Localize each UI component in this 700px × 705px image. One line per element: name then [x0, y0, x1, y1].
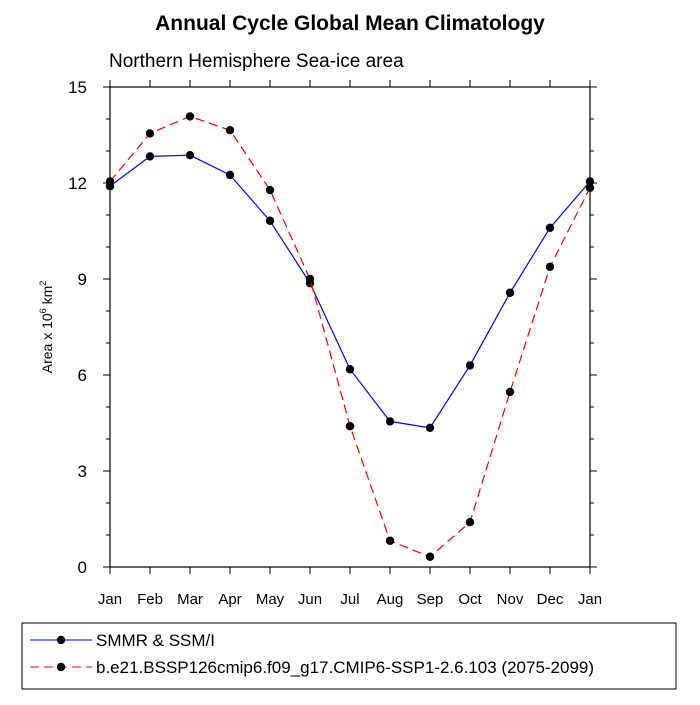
series-1-point [105, 177, 115, 186]
y-tick-label: 12 [68, 174, 87, 193]
series-1-point [305, 274, 315, 284]
legend-label-smmr: SMMR & SSM/I [96, 631, 215, 650]
x-tick-label: Aug [377, 591, 404, 608]
series-0-point [425, 423, 435, 432]
series-0-point [345, 365, 355, 374]
series-1-point [425, 552, 435, 561]
plot-frame [109, 86, 591, 568]
x-tick-label: Dec [537, 591, 564, 608]
plot-area: 0 3 6 9 12 15 Jan Feb Mar Apr May Jun Jul Aug Sep Oct No… [68, 78, 602, 608]
x-tick-label: Sep [417, 591, 444, 608]
x-tick-label: Jan [578, 591, 602, 608]
legend-marker-smmr [56, 635, 66, 645]
x-tick-label: Jan [98, 591, 122, 608]
chart-title: Annual Cycle Global Mean Climatology [155, 12, 545, 35]
series-0-point [225, 170, 235, 180]
x-tick-label: Jul [340, 591, 359, 608]
y-axis-label-exponent: 6 [38, 308, 48, 313]
series-1-point [465, 518, 475, 527]
x-tick-label: Apr [218, 591, 241, 608]
series-1-point [265, 185, 275, 195]
series-1-point [585, 183, 595, 192]
series-1-point [385, 536, 395, 545]
chart-subtitle: Northern Hemisphere Sea-ice area [109, 51, 404, 72]
y-axis-label-unit-exponent: 2 [38, 281, 48, 286]
y-tick-label: 0 [78, 558, 87, 577]
series-1-point [145, 129, 155, 138]
legend: SMMR & SSM/I b.e21.BSSP126cmip6.f09_g17.… [21, 622, 677, 690]
series-line-1 [109, 115, 591, 558]
legend-entry-ssp126: b.e21.BSSP126cmip6.f09_g17.CMIP6-SSP1-2.… [30, 658, 594, 677]
y-tick-label: 3 [78, 462, 87, 481]
x-tick-label: May [256, 591, 285, 608]
y-tick-label: 9 [78, 270, 87, 289]
series-1-point [225, 126, 235, 135]
series-1-point [345, 422, 355, 431]
series-0-point [505, 288, 515, 297]
series-1-point [185, 112, 195, 121]
x-tick-label: Oct [458, 591, 482, 608]
x-tick-label: Feb [137, 591, 163, 608]
legend-entry-smmr: SMMR & SSM/I [30, 631, 215, 650]
series-0-point [265, 216, 275, 225]
series-line-0 [109, 154, 591, 429]
legend-marker-ssp126 [56, 662, 66, 672]
legend-label-ssp126: b.e21.BSSP126cmip6.f09_g17.CMIP6-SSP1-2.… [96, 658, 594, 677]
y-axis-label-unit: km [39, 286, 55, 309]
y-tick-label: 6 [78, 366, 87, 385]
series-0-point [385, 417, 395, 426]
series-0-point [465, 361, 475, 370]
x-tick-label: Jun [298, 591, 322, 608]
series-0-point [585, 177, 595, 186]
x-tick-label: Nov [497, 591, 524, 608]
x-tick-label: Mar [177, 591, 203, 608]
series-0-point [545, 223, 555, 232]
y-tick-label: 15 [68, 78, 87, 97]
series-0-point [145, 152, 155, 161]
series-1-point [505, 387, 515, 397]
y-axis-label-text: Area x 10 [39, 313, 55, 373]
series-1-point [545, 262, 555, 272]
series-0-point [185, 150, 195, 160]
y-axis-label: Area x 106 km2 [38, 281, 55, 374]
legend-box [21, 622, 677, 690]
